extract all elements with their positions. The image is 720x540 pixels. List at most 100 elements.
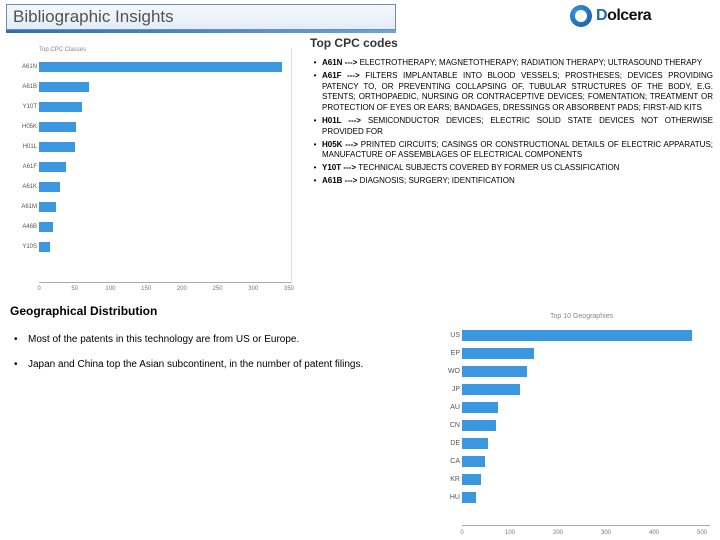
cpc-bar-row: A61B (39, 80, 89, 94)
bullet-icon: • (308, 176, 322, 187)
cpc-bar-row: A61F (39, 160, 66, 174)
cpc-desc-text: A61F ---> FILTERS IMPLANTABLE INTO BLOOD… (322, 71, 713, 114)
cpc-bar (39, 102, 82, 112)
cpc-bar-row: H05K (39, 120, 76, 134)
geo-bar (462, 348, 534, 359)
brand-prefix: D (596, 7, 607, 24)
title-bar: Bibliographic Insights (6, 4, 396, 30)
geo-bar-row: DE (462, 435, 488, 451)
geo-bullet-item: •Japan and China top the Asian subcontin… (14, 357, 409, 372)
geo-bullet-text: Japan and China top the Asian subcontine… (28, 357, 363, 372)
cpc-bar (39, 122, 76, 132)
cpc-bar-label: H05K (12, 124, 37, 130)
geo-bullets: •Most of the patents in this technology … (14, 332, 409, 382)
cpc-descriptions: •A61N ---> ELECTROTHERAPY; MAGNETOTHERAP… (308, 58, 713, 189)
geo-bar-label: HU (440, 494, 460, 501)
geo-bar (462, 330, 692, 341)
cpc-x-axis (39, 282, 291, 283)
geo-bar-row: KR (462, 471, 481, 487)
cpc-bar (39, 162, 66, 172)
geo-bar (462, 402, 498, 413)
cpc-section-header: Top CPC codes (310, 36, 398, 50)
geo-bullet-text: Most of the patents in this technology a… (28, 332, 299, 347)
geo-x-tick: 200 (553, 530, 563, 536)
cpc-chart-title: Top CPC Classes (39, 47, 86, 53)
cpc-desc-text: H01L ---> SEMICONDUCTOR DEVICES; ELECTRI… (322, 116, 713, 138)
cpc-desc-item: •A61N ---> ELECTROTHERAPY; MAGNETOTHERAP… (308, 58, 713, 69)
geo-bar-label: JP (440, 386, 460, 393)
bullet-icon: • (308, 71, 322, 114)
cpc-bar-label: A61M (12, 204, 37, 210)
brand-logo: Dolcera (570, 5, 651, 27)
page-title: Bibliographic Insights (13, 7, 174, 27)
geo-x-tick: 300 (601, 530, 611, 536)
bullet-icon: • (308, 140, 322, 162)
cpc-bar-row: A61M (39, 200, 56, 214)
geo-bar-row: US (462, 327, 692, 343)
geo-bar-label: KR (440, 476, 460, 483)
geo-chart: Top 10 Geographies USEPWOJPAUCNDECAKRHU0… (440, 315, 710, 530)
geo-bar (462, 492, 476, 503)
cpc-x-tick: 0 (37, 286, 40, 292)
cpc-bar-row: Y10S (39, 240, 50, 254)
geo-bar-row: JP (462, 381, 520, 397)
geo-bar-label: CN (440, 422, 460, 429)
cpc-chart: Top CPC Classes A61N A61B Y10T H05K H01L A61F… (12, 48, 292, 283)
cpc-bar-label: Y10S (12, 244, 37, 250)
cpc-desc-text: A61N ---> ELECTROTHERAPY; MAGNETOTHERAPY… (322, 58, 713, 69)
cpc-desc-text: H05K ---> PRINTED CIRCUITS; CASINGS OR C… (322, 140, 713, 162)
geo-x-tick: 100 (505, 530, 515, 536)
cpc-desc-text: Y10T ---> TECHNICAL SUBJECTS COVERED BY … (322, 163, 713, 174)
geo-bar-row: EP (462, 345, 534, 361)
geo-bar (462, 474, 481, 485)
cpc-bar-label: A46B (12, 224, 37, 230)
cpc-bar-label: A61N (12, 64, 37, 70)
cpc-desc-item: •A61B ---> DIAGNOSIS; SURGERY; IDENTIFIC… (308, 176, 713, 187)
geo-bar-label: WO (440, 368, 460, 375)
geo-bar-row: AU (462, 399, 498, 415)
cpc-desc-text: A61B ---> DIAGNOSIS; SURGERY; IDENTIFICA… (322, 176, 713, 187)
geo-bar (462, 438, 488, 449)
cpc-bar (39, 182, 60, 192)
cpc-bar (39, 222, 53, 232)
cpc-x-tick: 200 (177, 286, 187, 292)
cpc-bar (39, 202, 56, 212)
cpc-bar-row: H01L (39, 140, 75, 154)
geo-bar (462, 420, 496, 431)
cpc-bar-row: Y10T (39, 100, 82, 114)
geo-bar-row: WO (462, 363, 527, 379)
cpc-bar (39, 242, 50, 252)
geo-bar-label: EP (440, 350, 460, 357)
cpc-x-tick: 100 (105, 286, 115, 292)
cpc-bar-label: A61B (12, 84, 37, 90)
geo-bar (462, 366, 527, 377)
cpc-desc-item: •H05K ---> PRINTED CIRCUITS; CASINGS OR … (308, 140, 713, 162)
geo-bar-row: HU (462, 489, 476, 505)
cpc-x-tick: 50 (71, 286, 78, 292)
cpc-bar-label: Y10T (12, 104, 37, 110)
cpc-x-tick: 250 (213, 286, 223, 292)
bullet-icon: • (308, 116, 322, 138)
cpc-bar-row: A61N (39, 60, 282, 74)
bullet-icon: • (308, 163, 322, 174)
cpc-bar (39, 142, 75, 152)
geo-bar (462, 456, 485, 467)
geo-bar-row: CA (462, 453, 485, 469)
geo-bar-row: CN (462, 417, 496, 433)
cpc-bar-label: A61K (12, 184, 37, 190)
bullet-icon: • (308, 58, 322, 69)
geo-bar-label: US (440, 332, 460, 339)
geo-x-axis (462, 525, 710, 526)
bullet-icon: • (14, 332, 28, 347)
cpc-x-tick: 300 (248, 286, 258, 292)
cpc-bar-row: A61K (39, 180, 60, 194)
geo-bar-label: CA (440, 458, 460, 465)
geo-bar (462, 384, 520, 395)
geo-x-tick: 500 (697, 530, 707, 536)
geo-bar-label: AU (440, 404, 460, 411)
cpc-bar (39, 62, 282, 72)
geo-bullet-item: •Most of the patents in this technology … (14, 332, 409, 347)
cpc-bar-label: H01L (12, 144, 37, 150)
cpc-bar-row: A46B (39, 220, 53, 234)
geo-section-header: Geographical Distribution (10, 304, 157, 318)
